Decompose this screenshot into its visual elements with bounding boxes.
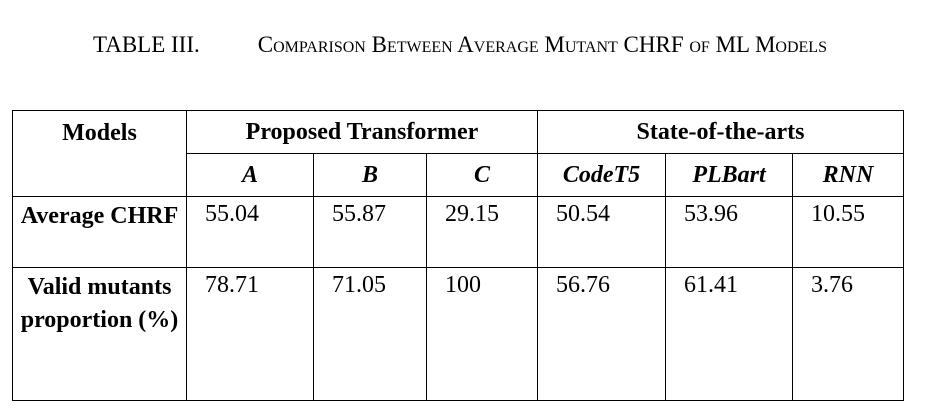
cell: 29.15 [426,196,538,268]
column-header: C [426,153,538,197]
group-header: Proposed Transformer [186,110,538,154]
table-row: Valid mutants proportion (%) 78.71 71.05 10… [12,267,904,401]
row-header: Average CHRF [12,196,187,268]
caption: TABLE III. Comparison Between Average Mut… [30,30,890,60]
results-table: Models Proposed Transformer State-of-the… [12,110,904,401]
caption-text: Comparison Between Average Mutant CHRF o… [257,32,827,57]
column-header: A [186,153,314,197]
cell: 50.54 [537,196,666,268]
cell: 53.96 [665,196,793,268]
cell: 71.05 [313,267,427,401]
row-header: Valid mutants proportion (%) [12,267,187,401]
cell: 10.55 [792,196,904,268]
cell: 100 [426,267,538,401]
cell: 3.76 [792,267,904,401]
column-header: RNN [792,153,904,197]
column-header: PLBart [665,153,793,197]
cell: 55.87 [313,196,427,268]
cell: 56.76 [537,267,666,401]
cell: 78.71 [186,267,314,401]
column-header: CodeT5 [537,153,666,197]
cell: 55.04 [186,196,314,268]
cell: 61.41 [665,267,793,401]
table-label: TABLE III. [93,32,200,57]
corner-header: Models [12,110,187,197]
table-row: Average CHRF 55.04 55.87 29.15 50.54 53.96 10.… [12,196,904,268]
group-header: State-of-the-arts [537,110,904,154]
column-header: B [313,153,427,197]
